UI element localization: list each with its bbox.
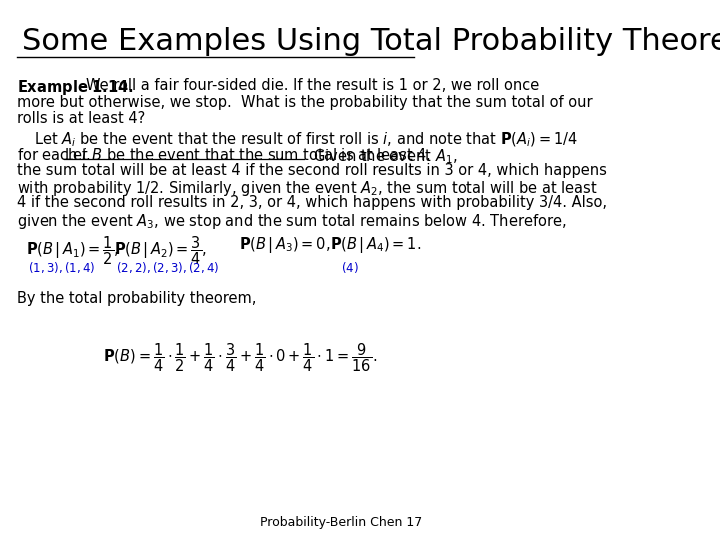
Text: more but otherwise, we stop.  What is the probability that the sum total of our: more but otherwise, we stop. What is the…: [17, 94, 593, 110]
Text: $(1,3),(1,4)$: $(1,3),(1,4)$: [28, 260, 95, 275]
Text: $(4)$: $(4)$: [341, 260, 359, 275]
Text: 4 if the second roll results in 2, 3, or 4, which happens with probability 3/4. : 4 if the second roll results in 2, 3, or…: [17, 195, 607, 211]
Text: $\mathbf{P}(B\,|\,A_2) = \dfrac{3}{4},$: $\mathbf{P}(B\,|\,A_2) = \dfrac{3}{4},$: [114, 235, 207, 267]
Text: the sum total will be at least 4 if the second roll results in 3 or 4, which hap: the sum total will be at least 4 if the …: [17, 163, 607, 178]
Text: $\mathbf{P}(B\,|\,A_3) = 0,$: $\mathbf{P}(B\,|\,A_3) = 0,$: [239, 235, 330, 255]
Text: given the event $A_3$, we stop and the sum total remains below 4. Therefore,: given the event $A_3$, we stop and the s…: [17, 212, 567, 231]
Text: Given the event $A_1$,: Given the event $A_1$,: [305, 147, 458, 166]
Text: By the total probability theorem,: By the total probability theorem,: [17, 291, 256, 306]
Text: $\mathbf{P}(B) = \dfrac{1}{4}\cdot\dfrac{1}{2}+\dfrac{1}{4}\cdot\dfrac{3}{4}+\df: $\mathbf{P}(B) = \dfrac{1}{4}\cdot\dfrac…: [104, 341, 378, 374]
Text: Let $B$ be the event that the sum total is at least 4.: Let $B$ be the event that the sum total …: [64, 147, 431, 163]
Text: Probability-Berlin Chen 17: Probability-Berlin Chen 17: [260, 516, 423, 529]
Text: We roll a fair four-sided die. If the result is 1 or 2, we roll once: We roll a fair four-sided die. If the re…: [86, 78, 539, 93]
Text: for each $i$.: for each $i$.: [17, 147, 97, 163]
Text: Let $A_i$ be the event that the result of first roll is $i$, and note that $\mat: Let $A_i$ be the event that the result o…: [35, 131, 579, 149]
Text: rolls is at least 4?: rolls is at least 4?: [17, 111, 145, 126]
Text: with probability 1/2. Similarly, given the event $A_2$, the sum total will be at: with probability 1/2. Similarly, given t…: [17, 179, 598, 198]
Text: Some Examples Using Total Probability Theorem (2/3): Some Examples Using Total Probability Th…: [22, 27, 720, 56]
Text: $\mathbf{P}(B\,|\,A_4) = 1.$: $\mathbf{P}(B\,|\,A_4) = 1.$: [330, 235, 421, 255]
Text: $\mathbf{P}(B\,|\,A_1) = \dfrac{1}{2},$: $\mathbf{P}(B\,|\,A_1) = \dfrac{1}{2},$: [26, 235, 119, 267]
Text: $(2,2),(2,3),(2,4)$: $(2,2),(2,3),(2,4)$: [115, 260, 219, 275]
Text: $\bf{Example\ 1.14.}$: $\bf{Example\ 1.14.}$: [17, 78, 134, 97]
